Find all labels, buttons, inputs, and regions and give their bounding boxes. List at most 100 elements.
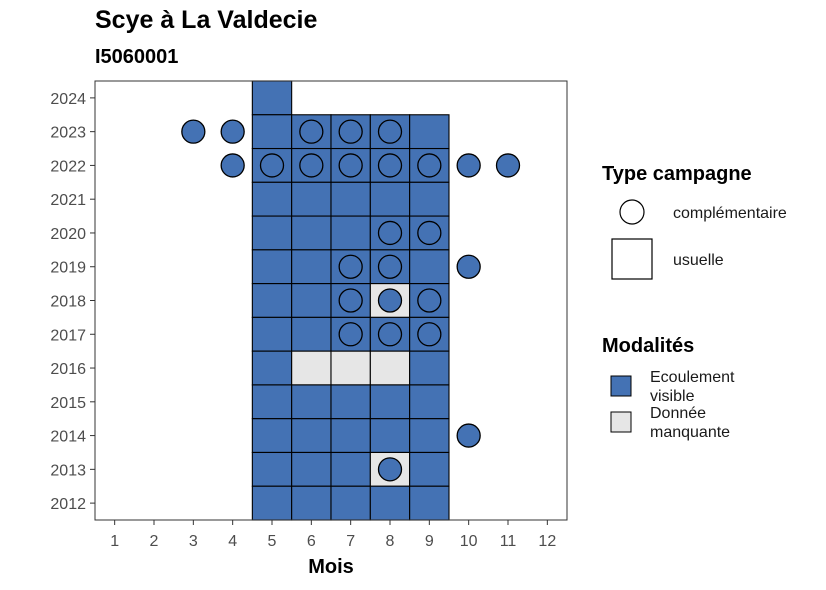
cell-usuelle-2014-9	[409, 418, 450, 454]
cell-usuelle-2017-5	[251, 316, 293, 352]
cell-usuelle-2016-5	[251, 350, 293, 386]
cell-usuelle-2013-7	[330, 451, 371, 487]
cell-usuelle-2017-6	[291, 316, 332, 352]
legend-modalites-title: Modalités	[602, 335, 694, 357]
y-tick-label-2023: 2023	[50, 125, 86, 142]
point-complementaire-2022-11	[495, 153, 521, 178]
cell-usuelle-2021-9	[409, 181, 450, 217]
y-tick-label-2012: 2012	[50, 496, 86, 513]
point-complementaire-2022-10	[456, 153, 481, 178]
point-complementaire-2023-7	[338, 119, 363, 144]
cell-usuelle-2012-9	[409, 485, 450, 521]
point-complementaire-2018-7	[338, 288, 363, 313]
cell-usuelle-2014-7	[330, 418, 371, 454]
cell-usuelle-2012-8	[369, 485, 411, 521]
cell-usuelle-2019-9	[409, 249, 450, 285]
chart-subtitle: I5060001	[95, 46, 179, 68]
point-complementaire-2019-8	[377, 254, 403, 279]
x-tick-label-7: 7	[346, 533, 355, 550]
x-tick-label-1: 1	[110, 533, 119, 550]
cell-usuelle-2020-5	[251, 215, 293, 251]
point-complementaire-2013-8	[377, 457, 403, 482]
point-complementaire-2018-8	[377, 288, 403, 313]
x-tick-label-5: 5	[268, 533, 277, 550]
cell-usuelle-2012-7	[330, 485, 371, 521]
point-complementaire-2022-9	[417, 153, 442, 178]
cell-usuelle-2012-5	[251, 485, 293, 521]
cell-usuelle-2021-5	[251, 181, 293, 217]
x-tick-label-11: 11	[500, 533, 517, 550]
cell-usuelle-2019-5	[251, 249, 293, 285]
cell-usuelle-2023-9	[409, 114, 450, 150]
cell-usuelle-2016-8	[369, 350, 411, 386]
legend-label-usuelle: usuelle	[673, 252, 724, 269]
cell-usuelle-2013-9	[409, 451, 450, 487]
y-tick-label-2024: 2024	[50, 91, 86, 108]
legend-type-title: Type campagne	[602, 163, 752, 185]
cell-usuelle-2015-5	[251, 384, 293, 420]
point-complementaire-2022-5	[259, 153, 285, 178]
point-complementaire-2017-8	[377, 322, 403, 347]
cell-usuelle-2013-6	[291, 451, 332, 487]
point-complementaire-2017-7	[338, 322, 363, 347]
point-complementaire-2019-10	[456, 254, 481, 279]
legend-key-manquante	[610, 411, 632, 433]
cell-usuelle-2016-9	[409, 350, 450, 386]
x-axis-title: Mois	[308, 556, 354, 578]
x-tick-label-9: 9	[425, 533, 434, 550]
cell-usuelle-2014-6	[291, 418, 332, 454]
cell-usuelle-2012-6	[291, 485, 332, 521]
legend-label-ecoulement: Ecoulement visible	[650, 369, 735, 405]
y-tick-label-2017: 2017	[50, 327, 86, 344]
legend-circle-icon	[619, 199, 645, 225]
chart-title: Scye à La Valdecie	[95, 6, 318, 34]
cell-usuelle-2016-7	[330, 350, 371, 386]
cell-usuelle-2021-8	[369, 181, 411, 217]
legend-label-manquante: Donnée manquante	[650, 405, 730, 441]
cell-usuelle-2019-6	[291, 249, 332, 285]
y-tick-label-2020: 2020	[50, 226, 86, 243]
y-tick-label-2018: 2018	[50, 294, 86, 311]
point-complementaire-2023-6	[299, 119, 324, 144]
x-tick-label-12: 12	[538, 533, 556, 550]
cell-usuelle-2014-8	[369, 418, 411, 454]
cell-usuelle-2021-6	[291, 181, 332, 217]
cell-usuelle-2021-7	[330, 181, 371, 217]
y-tick-label-2016: 2016	[50, 361, 86, 378]
cell-usuelle-2024-5	[251, 80, 293, 116]
x-tick-label-2: 2	[150, 533, 159, 550]
point-complementaire-2020-9	[417, 220, 442, 246]
point-complementaire-2014-10	[456, 423, 481, 448]
y-tick-label-2021: 2021	[50, 192, 86, 209]
point-complementaire-2022-6	[299, 153, 324, 178]
x-tick-label-8: 8	[386, 533, 395, 550]
y-tick-label-2015: 2015	[50, 395, 86, 412]
point-complementaire-2018-9	[417, 288, 442, 313]
x-tick-label-3: 3	[189, 533, 198, 550]
point-complementaire-2023-8	[377, 119, 403, 144]
y-tick-label-2022: 2022	[50, 158, 86, 175]
cell-usuelle-2015-9	[409, 384, 450, 420]
legend-square-icon	[611, 238, 653, 280]
legend-key-ecoulement	[610, 375, 632, 397]
y-tick-label-2014: 2014	[50, 429, 86, 446]
cell-usuelle-2018-6	[291, 283, 332, 318]
cell-usuelle-2013-5	[251, 451, 293, 487]
cell-usuelle-2016-6	[291, 350, 332, 386]
point-complementaire-2020-8	[377, 220, 403, 246]
y-tick-label-2019: 2019	[50, 260, 86, 277]
x-tick-label-6: 6	[307, 533, 316, 550]
point-complementaire-2022-7	[338, 153, 363, 178]
cell-usuelle-2015-8	[369, 384, 411, 420]
cell-usuelle-2018-5	[251, 283, 293, 318]
cell-usuelle-2020-6	[291, 215, 332, 251]
cell-usuelle-2015-7	[330, 384, 371, 420]
point-complementaire-2023-4	[220, 119, 245, 144]
cell-usuelle-2023-5	[251, 114, 293, 150]
point-complementaire-2022-8	[377, 153, 403, 178]
cell-usuelle-2014-5	[251, 418, 293, 454]
point-complementaire-2017-9	[417, 322, 442, 347]
cell-usuelle-2015-6	[291, 384, 332, 420]
point-complementaire-2022-4	[220, 153, 245, 178]
